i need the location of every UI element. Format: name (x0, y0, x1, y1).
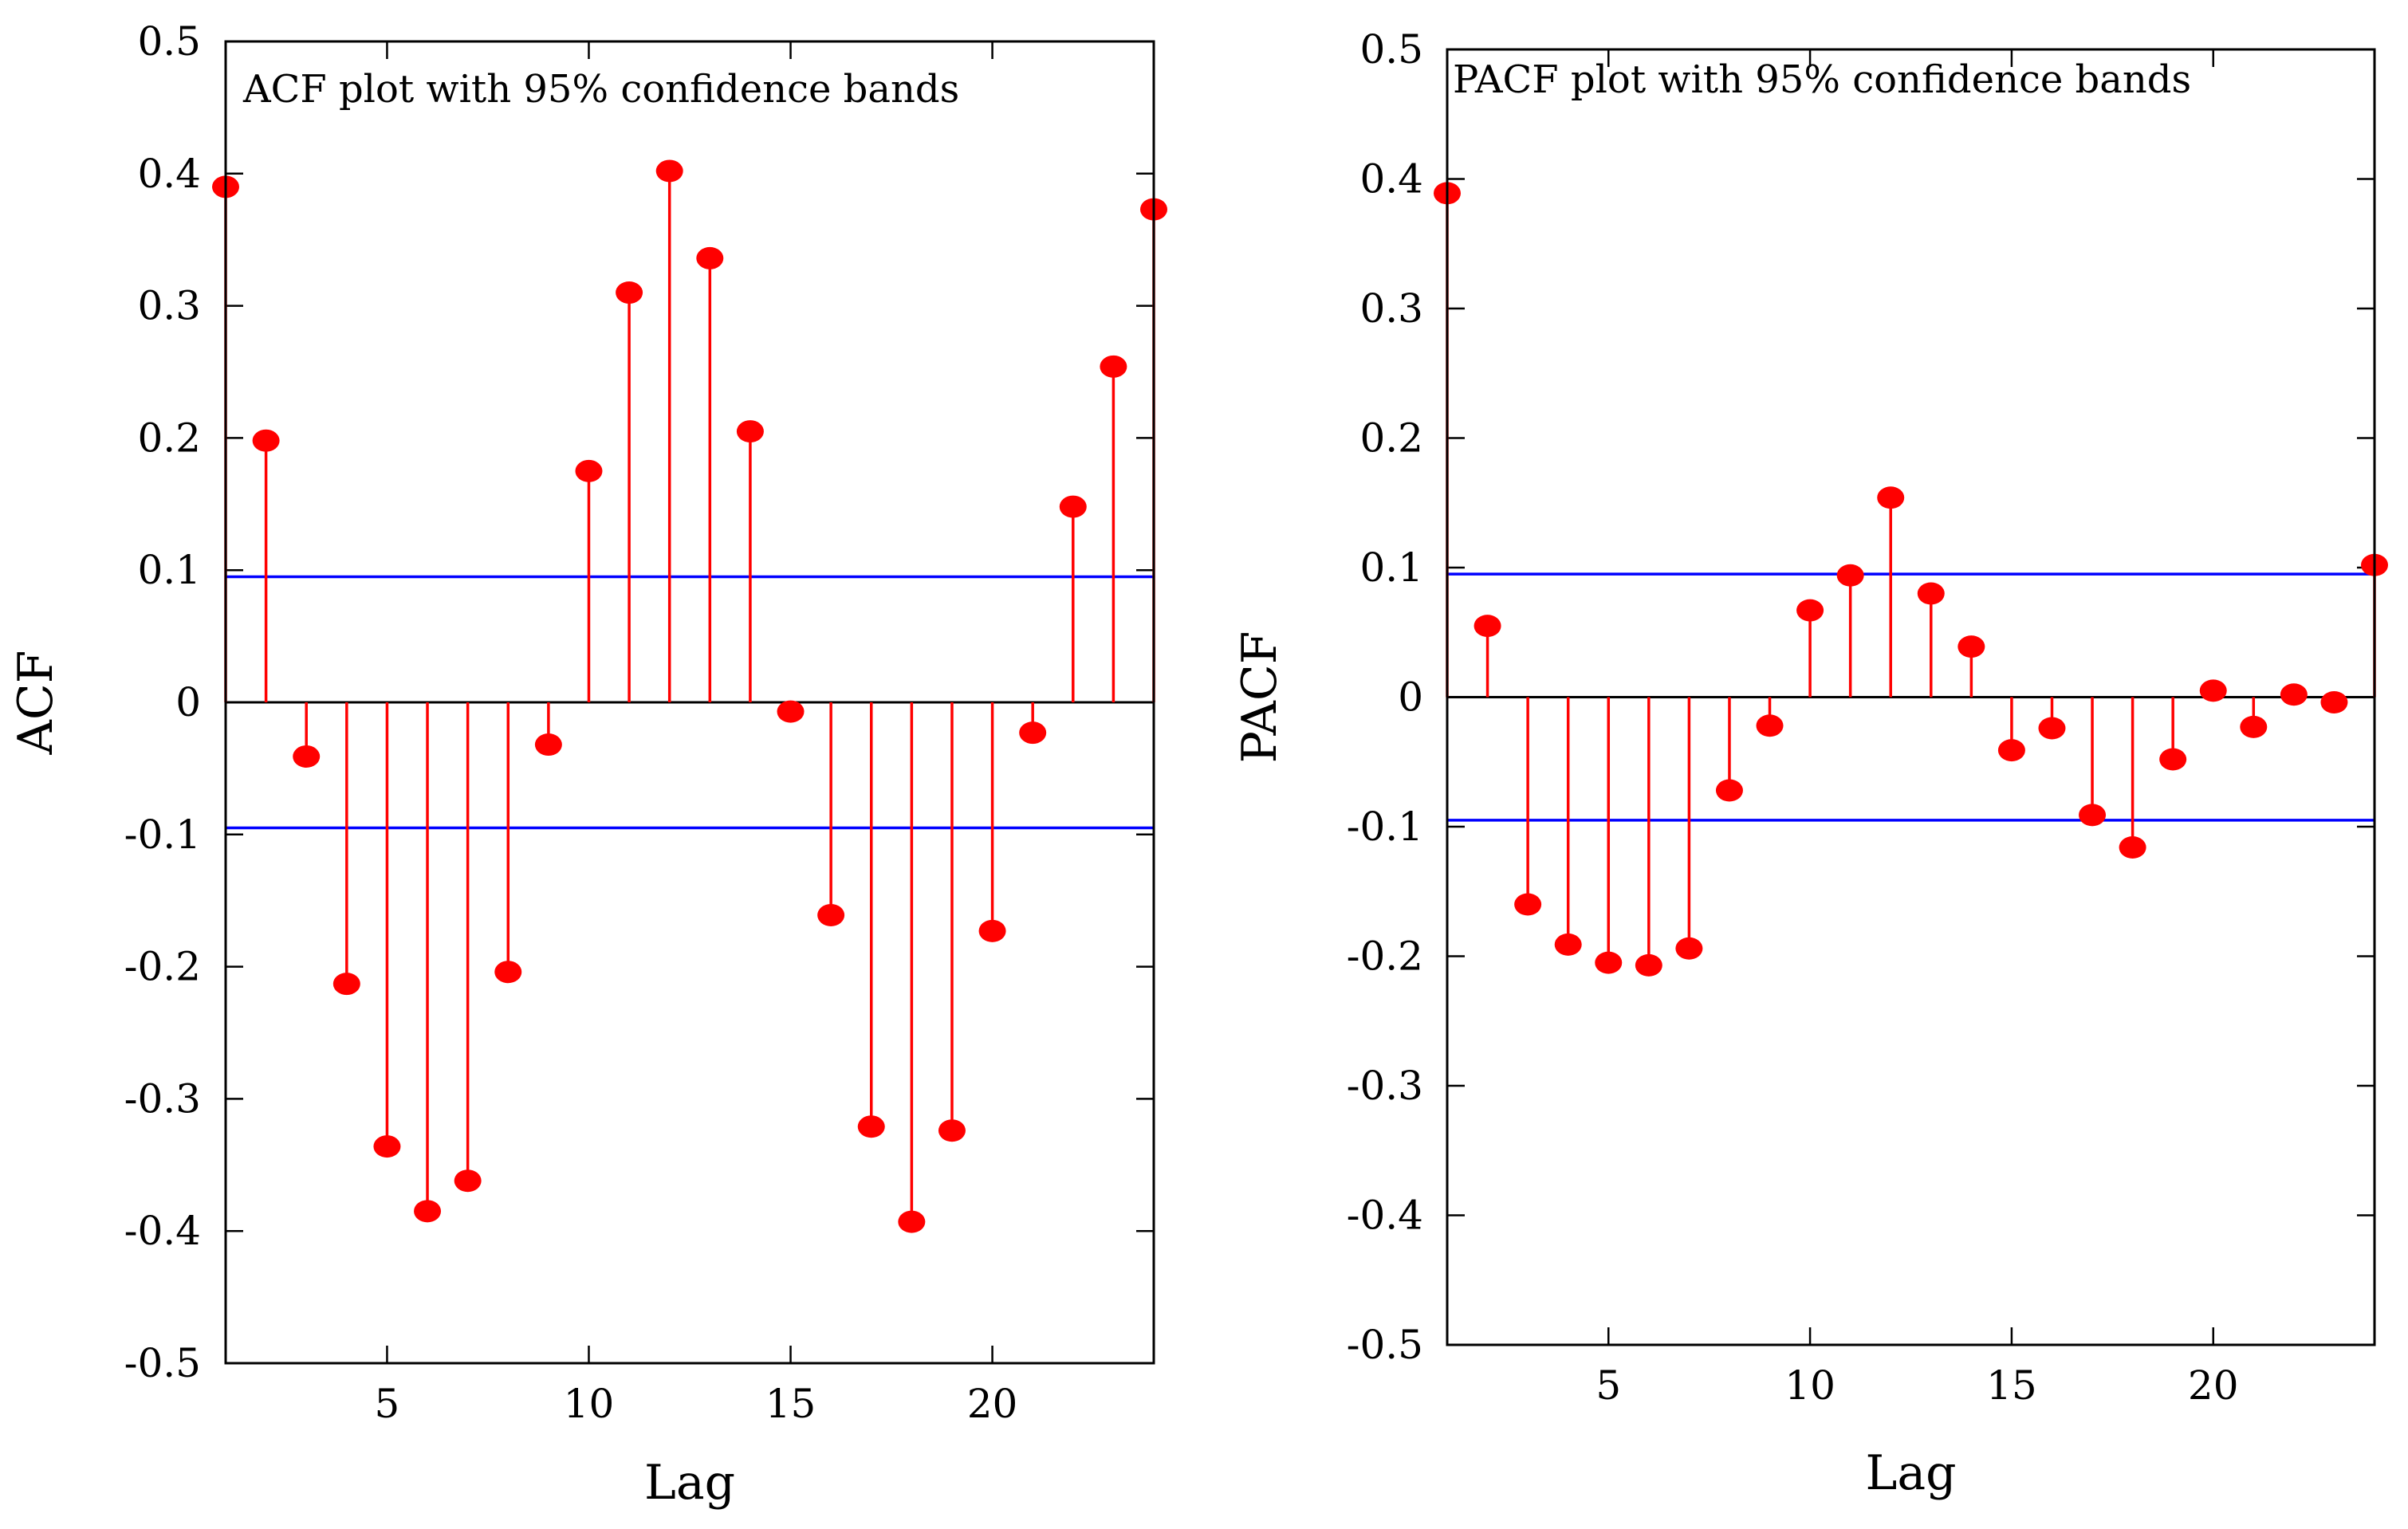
pacf-stem-marker (1474, 615, 1501, 638)
pacf-stem-marker (1997, 739, 2025, 762)
acf-ytick-label: -0.5 (124, 1340, 201, 1386)
acf-stem-marker (293, 745, 321, 768)
pacf-ytick-label: 0.4 (1359, 156, 1423, 202)
acf-xtick-label: 20 (967, 1381, 1018, 1427)
pacf-stem-marker (1595, 951, 1623, 974)
pacf-stem-marker (2159, 748, 2187, 771)
pacf-stem-marker (2079, 804, 2107, 827)
pacf-xtick-label: 20 (2188, 1362, 2239, 1409)
pacf-stem-marker (1514, 893, 1542, 916)
pacf-xtick-label: 10 (1784, 1362, 1836, 1409)
pacf-stem-marker (1554, 933, 1582, 956)
pacf-xtick-label: 15 (1986, 1362, 2037, 1409)
acf-x-axis-title: Lag (644, 1455, 735, 1511)
acf-chart-title: ACF plot with 95% confidence bands (242, 67, 959, 112)
pacf-stem-marker (1635, 953, 1662, 977)
pacf-stem-marker (2280, 683, 2308, 706)
acf-stem-marker (817, 903, 845, 926)
pacf-ytick-label: -0.5 (1347, 1322, 1423, 1368)
pacf-stem-marker (2320, 691, 2348, 713)
acf-stem-marker (616, 281, 643, 305)
acf-ytick-label: 0.4 (137, 151, 201, 197)
pacf-stem-marker (1715, 779, 1743, 802)
pacf-plot-frame (1446, 48, 2376, 1346)
pacf-stem-marker (2119, 836, 2146, 859)
pacf-ytick-label: 0.1 (1359, 544, 1423, 591)
pacf-ytick-label: 0.3 (1359, 285, 1423, 332)
pacf-ytick-label: -0.2 (1347, 934, 1423, 980)
acf-ytick-label: 0.2 (137, 415, 201, 461)
pacf-stem-marker (1877, 486, 1905, 509)
acf-stem-marker (534, 733, 562, 757)
acf-stem-marker (1100, 355, 1127, 378)
pacf-ytick-label: -0.4 (1347, 1193, 1423, 1239)
pacf-stem-marker (1675, 937, 1703, 960)
acf-stem-marker (777, 700, 805, 723)
pacf-ytick-label: -0.1 (1347, 804, 1423, 850)
pacf-ytick-label: 0 (1398, 674, 1423, 721)
pacf-panel: -0.5 -0.4 -0.3 -0.2 -0.1 0 0.1 0.2 0.3 0.4 0.5 5 10 1… (1232, 26, 2388, 1501)
acf-stem-marker (332, 973, 360, 996)
acf-stem-marker (898, 1210, 926, 1233)
acf-stem-marker (978, 919, 1006, 942)
acf-y-axis-title: ACF (8, 651, 64, 756)
pacf-stem-marker (1917, 582, 1945, 605)
pacf-chart-title: PACF plot with 95% confidence bands (1453, 57, 2191, 102)
pacf-stem-marker (2240, 715, 2268, 738)
acf-stem-marker (575, 459, 603, 482)
acf-xtick-label: 5 (375, 1381, 400, 1427)
pacf-ytick-label: 0.5 (1359, 26, 1423, 73)
acf-ytick-label: 0 (175, 679, 201, 725)
acf-ytick-label: -0.2 (124, 944, 201, 990)
acf-stem-marker (736, 420, 764, 443)
acf-panel: -0.5 -0.4 -0.3 -0.2 -0.1 0 0.1 0.2 0.3 0.4 0.5 5 10 1… (8, 18, 1167, 1511)
pacf-ytick-label: -0.3 (1347, 1063, 1423, 1109)
acf-stem-marker (1019, 721, 1047, 745)
acf-stem-marker (1059, 495, 1087, 518)
pacf-stem-marker (1836, 564, 1864, 587)
pacf-stem-marker (1756, 714, 1784, 737)
pacf-xtick-label: 5 (1595, 1362, 1621, 1409)
acf-stem-marker (252, 429, 280, 452)
pacf-stem-marker (1796, 599, 1824, 622)
acf-stem-marker (454, 1169, 482, 1193)
acf-ytick-label: -0.3 (124, 1075, 201, 1122)
acf-ytick-label: -0.1 (124, 812, 201, 858)
acf-stem-marker (373, 1135, 401, 1158)
acf-ytick-label: 0.1 (137, 547, 201, 593)
pacf-y-axis-title: PACF (1232, 631, 1288, 764)
acf-ytick-label: -0.4 (124, 1208, 201, 1254)
acf-stem-marker (414, 1200, 442, 1223)
acf-ytick-label: 0.5 (137, 18, 201, 65)
acf-stem-marker (655, 159, 683, 183)
acf-stem-marker (857, 1115, 885, 1138)
acf-ytick-label: 0.3 (137, 283, 201, 329)
pacf-ytick-label: 0.2 (1359, 415, 1423, 462)
pacf-stem-marker (2038, 717, 2066, 740)
acf-stem-marker (938, 1119, 966, 1142)
pacf-stem-marker (1957, 635, 1985, 658)
pacf-stem-marker (2199, 679, 2227, 702)
pacf-x-axis-title: Lag (1865, 1445, 1956, 1501)
acf-stem-marker (494, 961, 522, 984)
acf-stem-marker (696, 246, 724, 269)
acf-xtick-label: 15 (765, 1381, 816, 1427)
acf-plot-frame (224, 40, 1155, 1365)
acf-xtick-label: 10 (564, 1381, 615, 1427)
